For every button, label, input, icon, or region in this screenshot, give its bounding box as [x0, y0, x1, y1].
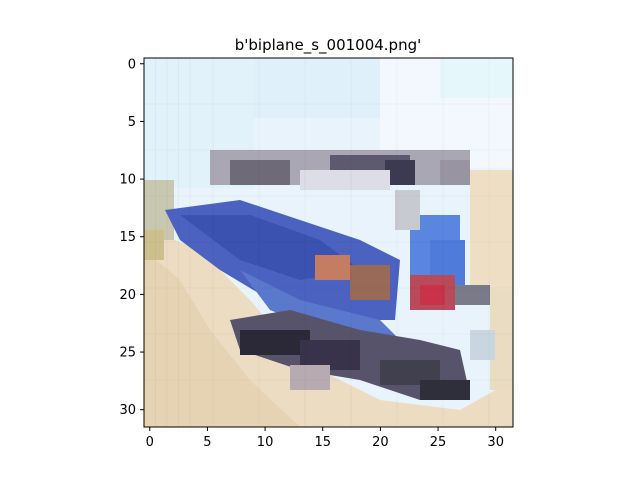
y-tick-label: 15 [119, 230, 136, 245]
figure-title: b'biplane_s_001004.png' [235, 36, 421, 55]
x-tick-label: 10 [257, 435, 274, 450]
y-tick-label: 25 [119, 346, 136, 361]
x-axis-ticks: 0 5 10 15 20 25 30 [146, 427, 504, 450]
x-tick-label: 15 [314, 435, 331, 450]
y-axis-ticks: 0 5 10 15 20 25 30 [119, 57, 144, 418]
y-tick-label: 20 [119, 288, 136, 303]
y-tick-label: 5 [128, 115, 136, 130]
y-tick-label: 30 [119, 403, 136, 418]
y-tick-label: 10 [119, 173, 136, 188]
biplane-image [144, 58, 513, 427]
x-tick-label: 5 [203, 435, 211, 450]
x-tick-label: 25 [430, 435, 447, 450]
x-tick-label: 30 [487, 435, 504, 450]
y-tick-label: 0 [128, 57, 136, 72]
x-tick-label: 20 [372, 435, 389, 450]
x-tick-label: 0 [146, 435, 154, 450]
